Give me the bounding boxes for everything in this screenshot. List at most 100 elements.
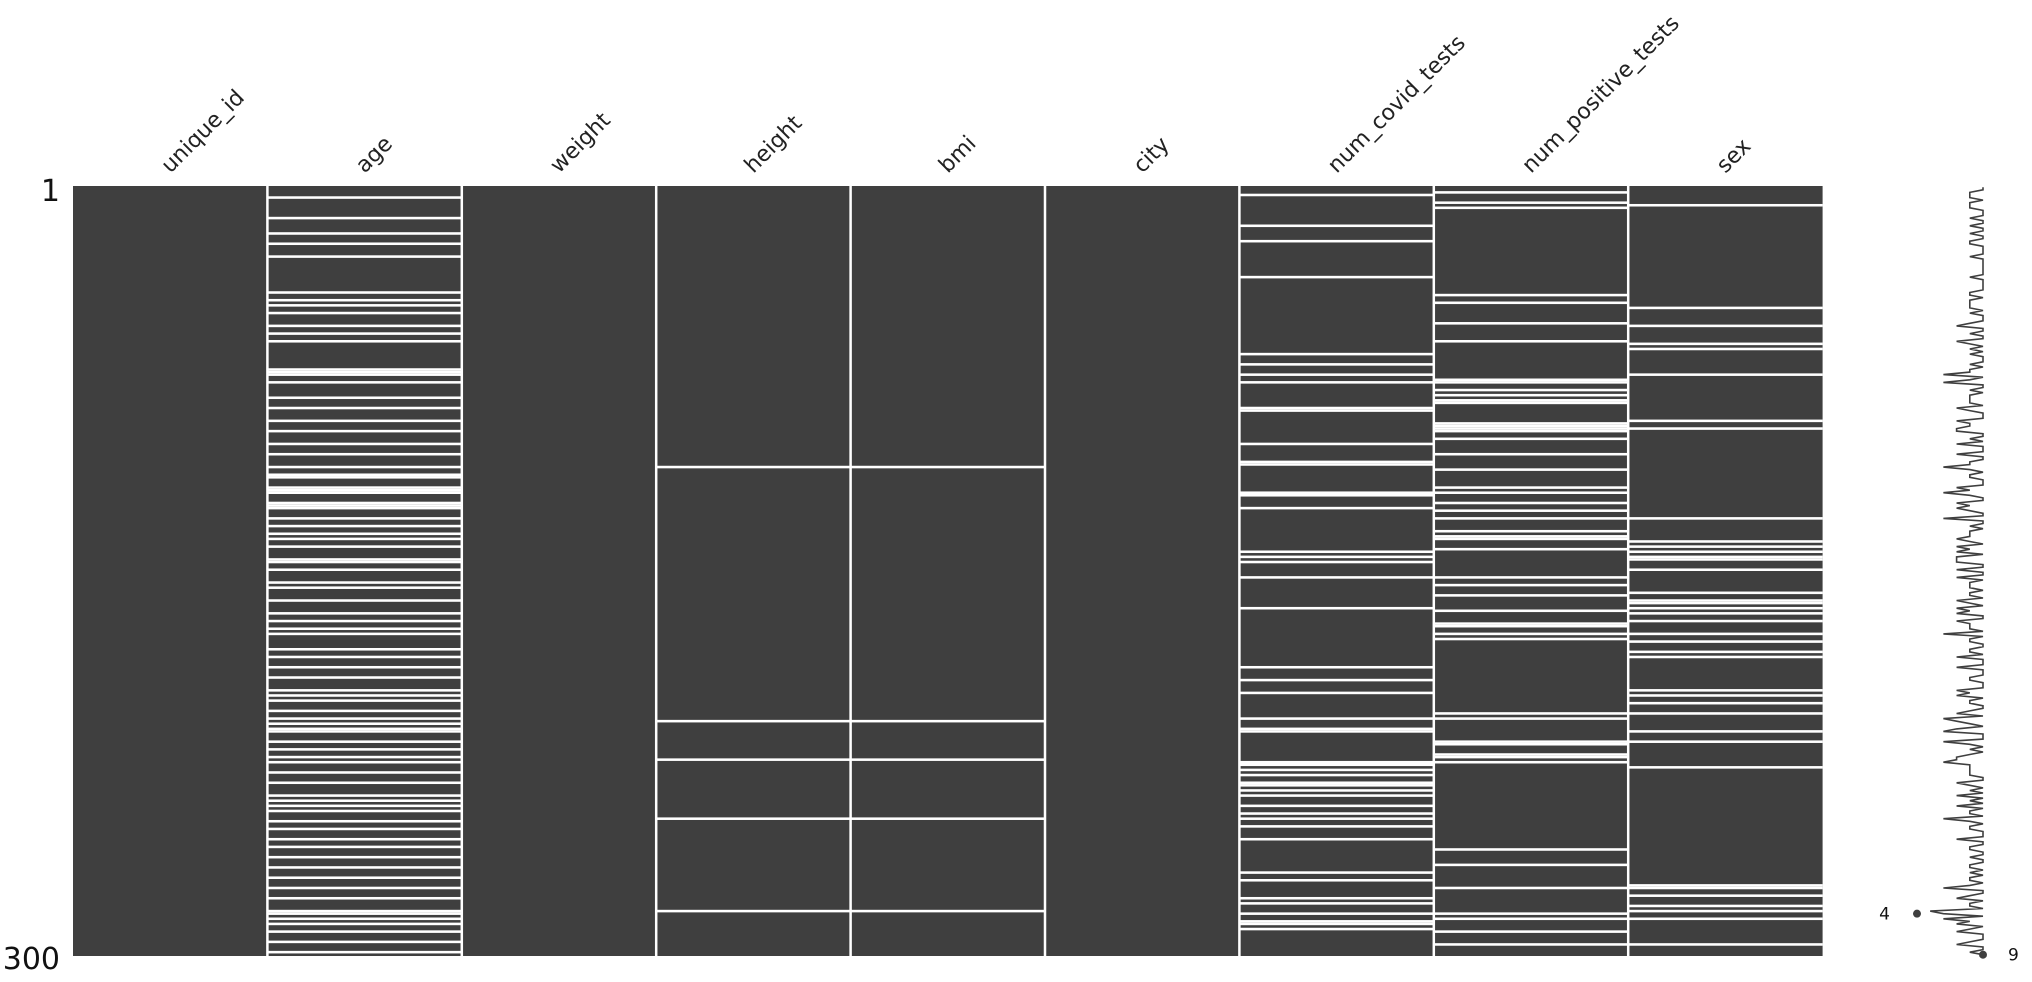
missing-mark-sex [1628, 884, 1823, 887]
missing-mark-num_covid_tests [1239, 804, 1434, 808]
missing-mark-num_covid_tests [1239, 494, 1434, 497]
missing-mark-age [267, 216, 462, 220]
missing-mark-age [267, 627, 462, 631]
missing-mark-age [267, 950, 462, 954]
missing-mark-num_covid_tests [1239, 678, 1434, 682]
missing-mark-sex [1628, 689, 1823, 692]
missing-mark-age [267, 537, 462, 541]
missing-mark-sex [1628, 373, 1823, 376]
missing-mark-age [267, 930, 462, 933]
missing-mark-num_positive_tests [1433, 378, 1629, 382]
missing-mark-height [656, 758, 851, 761]
missing-mark-age [267, 717, 462, 720]
missing-mark-age [267, 545, 462, 548]
missing-mark-age [267, 755, 462, 759]
missing-mark-age [267, 612, 462, 615]
missing-mark-num_covid_tests [1239, 871, 1434, 874]
missing-mark-age [267, 837, 462, 841]
missing-mark-age [267, 827, 462, 831]
missing-mark-num_positive_tests [1433, 399, 1629, 402]
missing-mark-sex [1628, 894, 1823, 897]
missing-mark-num_positive_tests [1433, 930, 1629, 933]
missing-mark-num_covid_tests [1239, 352, 1434, 356]
missing-mark-num_positive_tests [1433, 537, 1629, 541]
missing-mark-num_positive_tests [1433, 717, 1629, 720]
missing-mark-num_positive_tests [1433, 486, 1629, 489]
missing-mark-num_positive_tests [1433, 452, 1629, 456]
missing-mark-age [267, 896, 462, 900]
missing-mark-num_positive_tests [1433, 388, 1629, 392]
missing-mark-sex [1628, 324, 1823, 328]
missing-mark-height [656, 817, 851, 820]
missing-mark-num_positive_tests [1433, 863, 1629, 867]
missing-mark-age [267, 291, 462, 294]
missing-mark-age [267, 940, 462, 944]
missing-mark-age [267, 855, 462, 859]
missing-mark-sex [1628, 540, 1823, 543]
missing-mark-num_covid_tests [1239, 406, 1434, 410]
missing-mark-age [267, 506, 462, 510]
missing-mark-num_covid_tests [1239, 896, 1434, 900]
missing-mark-sex [1628, 347, 1823, 351]
missing-mark-age [267, 722, 462, 725]
missing-mark-num_covid_tests [1239, 794, 1434, 797]
missing-mark-age [267, 886, 462, 890]
missing-mark-num_covid_tests [1239, 784, 1434, 787]
missing-mark-age [267, 819, 462, 823]
sparkline-max-marker [1979, 950, 1987, 959]
missing-mark-num_covid_tests [1239, 555, 1434, 559]
missing-mark-age [267, 304, 462, 307]
missing-mark-num_covid_tests [1239, 506, 1434, 510]
missing-mark-age [267, 694, 462, 697]
missing-mark-num_positive_tests [1433, 191, 1629, 194]
missing-mark-age [267, 524, 462, 528]
row-label-first: 1 [41, 174, 60, 209]
missing-mark-age [267, 242, 462, 246]
missing-mark-age [267, 760, 462, 764]
missing-mark-sex [1628, 730, 1823, 733]
missing-mark-num_positive_tests [1433, 206, 1629, 210]
missing-mark-num_positive_tests [1433, 393, 1629, 397]
missing-mark-num_positive_tests [1433, 622, 1629, 625]
missing-mark-sex [1628, 886, 1823, 890]
missing-mark-num_positive_tests [1433, 501, 1629, 505]
missing-mark-age [267, 370, 462, 374]
missing-mark-sex [1628, 606, 1823, 610]
missing-mark-sex [1628, 712, 1823, 715]
missing-mark-num_covid_tests [1239, 381, 1434, 384]
missing-mark-num_covid_tests [1239, 825, 1434, 828]
missing-mark-age [267, 799, 462, 802]
missing-mark-age [267, 845, 462, 849]
missing-mark-sex [1628, 701, 1823, 705]
missing-mark-age [267, 196, 462, 199]
missing-mark-age [267, 501, 462, 505]
missing-mark-num_covid_tests [1239, 717, 1434, 720]
missing-mark-age [267, 311, 462, 315]
missing-mark-bmi [850, 719, 1045, 723]
missing-mark-num_covid_tests [1239, 789, 1434, 792]
missing-mark-sex [1628, 619, 1823, 623]
missing-mark-num_covid_tests [1239, 463, 1434, 466]
missing-mark-num_covid_tests [1239, 763, 1434, 767]
missing-mark-sex [1628, 203, 1823, 207]
missing-mark-age [267, 488, 462, 492]
missing-mark-sex [1628, 904, 1823, 908]
missing-mark-age [267, 255, 462, 258]
missing-mark-num_covid_tests [1239, 491, 1434, 494]
missing-mark-num_positive_tests [1433, 547, 1629, 551]
missing-mark-age [267, 465, 462, 469]
missing-mark-num_positive_tests [1433, 381, 1629, 384]
missing-mark-age [267, 632, 462, 636]
completeness-sparkline: 4 9 [1879, 187, 2019, 966]
missing-mark-age [267, 804, 462, 808]
missing-mark-age [267, 876, 462, 879]
missing-mark-sex [1628, 591, 1823, 595]
missing-mark-num_positive_tests [1433, 753, 1629, 756]
missing-mark-sex [1628, 427, 1823, 430]
missing-mark-age [267, 740, 462, 743]
missing-mark-num_covid_tests [1239, 665, 1434, 669]
missing-mark-num_covid_tests [1239, 442, 1434, 446]
missing-mark-age [267, 586, 462, 589]
missing-mark-bmi [850, 758, 1045, 761]
